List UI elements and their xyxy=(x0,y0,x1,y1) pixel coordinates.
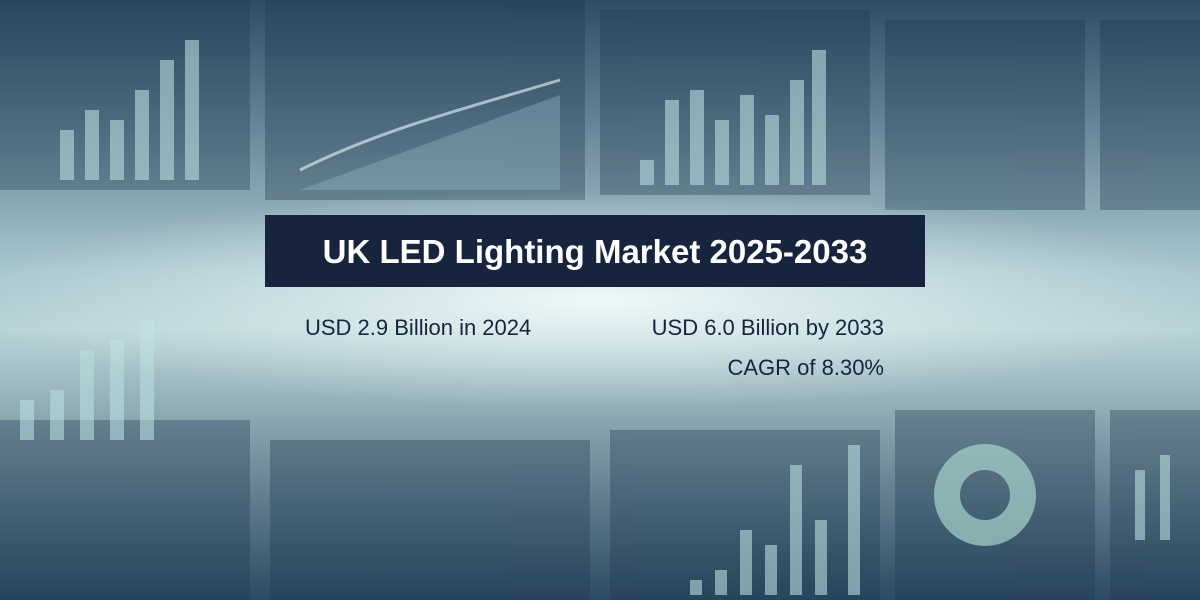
title-box xyxy=(265,215,925,287)
decor-bar xyxy=(740,530,752,595)
decor-bar xyxy=(740,95,754,185)
decor-bar xyxy=(1160,455,1170,540)
stat: USD 2.9 Billion in 2024 xyxy=(305,315,531,340)
decor-bar xyxy=(50,390,64,440)
stat: CAGR of 8.30% xyxy=(727,355,884,380)
decor-donut xyxy=(934,444,1036,546)
decor-bar xyxy=(690,90,704,185)
title: UK LED Lighting Market 2025-2033 xyxy=(323,233,868,270)
panel xyxy=(885,20,1085,210)
decor-bar xyxy=(185,40,199,180)
decor-bar xyxy=(790,80,804,185)
decor-bar xyxy=(812,50,826,185)
decor-bar xyxy=(80,350,94,440)
decor-bar xyxy=(715,570,727,595)
decor-bar xyxy=(640,160,654,185)
panel xyxy=(0,420,250,600)
panel xyxy=(270,440,590,600)
decor-bar xyxy=(815,520,827,595)
decor-bar xyxy=(848,445,860,595)
stat: USD 6.0 Billion by 2033 xyxy=(652,315,884,340)
decor-bar xyxy=(60,130,74,180)
panel xyxy=(0,0,250,190)
panel xyxy=(895,410,1095,600)
decor-bar xyxy=(765,115,779,185)
decor-area xyxy=(300,95,560,190)
decor-bar xyxy=(110,120,124,180)
panel xyxy=(265,0,585,200)
decor-bar xyxy=(135,90,149,180)
decor-bar xyxy=(765,545,777,595)
decor-bar xyxy=(160,60,174,180)
panel xyxy=(1100,20,1200,210)
panel xyxy=(1110,410,1200,600)
decor-bar xyxy=(690,580,702,595)
decor-bars xyxy=(20,40,1170,595)
decor-bar xyxy=(20,400,34,440)
decor-bar xyxy=(85,110,99,180)
decor-bar xyxy=(790,465,802,595)
decor-bar xyxy=(715,120,729,185)
decor-bar xyxy=(1135,470,1145,540)
decor-bar xyxy=(665,100,679,185)
decor-trend xyxy=(299,78,561,172)
